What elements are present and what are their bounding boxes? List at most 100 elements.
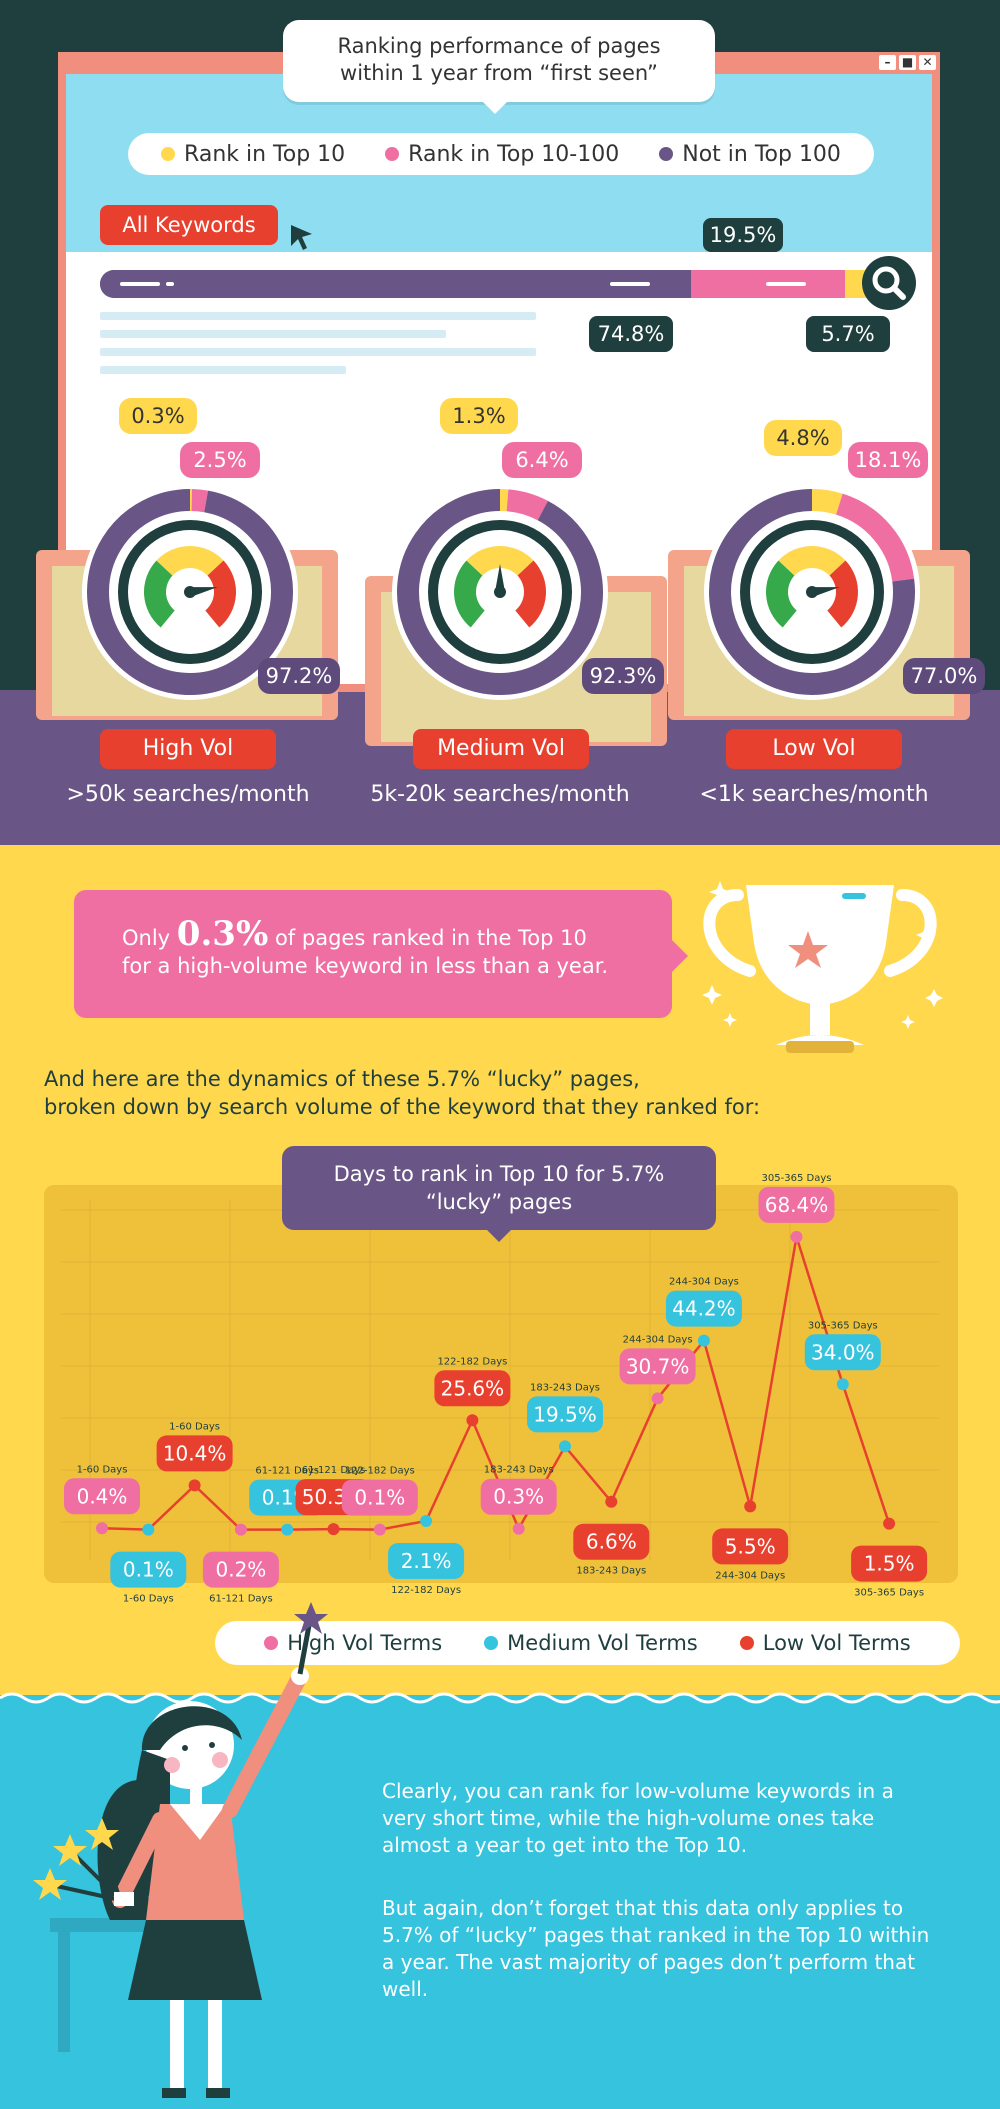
chart-range-label: 183-243 Days [530,1382,600,1393]
chart-data-label: 19.5% [533,1402,597,1426]
bar-text-decoration [120,282,160,286]
chart-line [101,1236,891,1532]
legend-label: Rank in Top 10 [184,141,346,167]
chart-range-label: 305-365 Days [854,1588,924,1599]
low-vol-not100-label: 77.0% [903,658,985,694]
top-legend: Rank in Top 10 Rank in Top 10-100 Not in… [128,133,874,175]
close-icon[interactable]: ✕ [919,55,936,70]
high-vol-not100-label: 97.2% [258,658,340,694]
chart-range-label: 1-60 Days [77,1464,128,1475]
minimize-icon[interactable]: – [879,55,896,70]
chart-point-medium-vol-terms [836,1378,849,1391]
chart-range-label: 183-243 Days [576,1566,646,1577]
cyan-dot-icon [484,1636,499,1650]
pink-dot-icon [385,147,400,161]
chart-point-low-vol-terms [883,1517,896,1530]
gauge-ring-segment [709,489,915,695]
chart-point-medium-vol-terms [697,1334,710,1347]
pink-dot-icon [264,1636,279,1650]
chart-data-label-bg [665,1290,742,1327]
all-keywords-button[interactable]: All Keywords [100,205,278,245]
search-button[interactable] [862,256,916,310]
chart-data-label: 30.7% [626,1354,690,1378]
medium-vol-not100-label: 92.3% [582,658,664,694]
chart-point-low-vol-terms [466,1414,479,1427]
chart-point-low-vol-terms [188,1479,201,1492]
chart-point-high-vol-terms [512,1522,525,1535]
chart-data-label: 25.6% [441,1376,505,1400]
purple-dot-icon [659,147,674,161]
legend-item-top10-100: Rank in Top 10-100 [385,142,619,167]
bar-text-decoration [766,282,806,286]
chart-point-high-vol-terms [234,1523,247,1536]
chart-data-label-bg [64,1478,140,1515]
chart-data-label: 0.1% [123,1558,174,1582]
gauge-ring-segment [835,493,915,582]
chart-point-medium-vol-terms [559,1440,571,1453]
high-vol-subtitle: >50k searches/month [66,782,310,807]
text-placeholder-line [100,348,536,356]
chart-range-label: 122-182 Days [437,1356,507,1367]
chart-range-label: 244-304 Days [669,1277,739,1288]
all-keywords-bar [100,270,890,298]
legend-label: High Vol Terms [287,1631,443,1655]
chart-data-label-bg [712,1528,789,1565]
gauge-ring-segment [506,489,548,521]
medium-vol-tag: Medium Vol [413,729,589,769]
chart-legend: High Vol Terms Medium Vol Terms Low Vol … [215,1621,960,1665]
chart-range-label: 183-243 Days [484,1465,554,1476]
trophy-icon [702,881,943,1053]
gauge-needle-hub [494,586,506,598]
text-placeholder-line [100,330,446,338]
maximize-icon[interactable]: ■ [899,55,916,70]
chart-point-high-vol-terms [373,1523,386,1536]
chart-point-medium-vol-terms [281,1523,294,1536]
legend-item-top10: Rank in Top 10 [161,142,345,167]
conclusion-paragraph-1: Clearly, you can rank for low-volume key… [382,1779,894,1857]
high-vol-top10-100-label: 2.5% [180,442,260,478]
chart-data-label: 68.4% [765,1193,829,1217]
wave-divider [0,1692,1000,1704]
chart-data-label-bg [851,1545,928,1582]
chart-data-label: 5.5% [725,1534,776,1558]
chart-range-label: 305-365 Days [808,1320,878,1331]
chart-range-label: 1-60 Days [169,1421,220,1432]
bar-text-decoration [610,282,650,286]
text-placeholder-line [100,366,346,374]
gauge-ring-segment [87,489,293,695]
chart-point-low-vol-terms [605,1495,618,1508]
low-vol-tag: Low Vol [726,729,902,769]
chart-data-label: 0.1% [354,1486,405,1510]
bar-segment-not-top100 [100,270,691,298]
low-vol-top10-100-label: 18.1% [848,442,928,478]
gauge-ring-segment [397,489,603,695]
chart-data-label-bg [619,1348,696,1385]
title-line-2: within 1 year from “first seen” [340,61,658,85]
high-vol-top10-label: 0.3% [119,398,197,434]
chart-point-high-vol-terms [790,1230,803,1243]
chart-data-label-bg [388,1543,465,1579]
bar-text-decoration [166,282,174,286]
conclusion-paragraph-2: But again, don’t forget that this data o… [382,1896,930,2001]
callout-box: Only 0.3% of pages ranked in the Top 10 … [74,890,688,1018]
gauge-needle-hub [184,586,196,598]
legend-label: Medium Vol Terms [507,1631,698,1655]
chart-data-label: 0.2% [215,1558,266,1582]
chart-range-label: 122-182 Days [345,1466,415,1477]
chart-range-label: 1-60 Days [123,1594,174,1605]
gauge-needle [495,564,505,592]
chart-data-label-bg [758,1186,835,1223]
medium-vol-top10-100-label: 6.4% [502,442,582,478]
chart-range-label: 61-121 Days [255,1466,319,1477]
legend-item-not-top100: Not in Top 100 [659,142,841,167]
chart-title-line-1: Days to rank in Top 10 for 5.7% [333,1162,665,1186]
chart-data-label-bg [527,1396,603,1433]
gauge-needle-hub [806,586,818,598]
gauge-needle [189,587,218,597]
medium-vol-top10-label: 1.3% [440,398,518,434]
chart-point-high-vol-terms [96,1522,108,1535]
chart-title-line-2: “lucky” pages [425,1190,573,1214]
callout-line-2: for a high-volume keyword in less than a… [122,954,609,978]
chart-range-label: 244-304 Days [623,1334,693,1345]
chart-point-medium-vol-terms [420,1515,433,1527]
